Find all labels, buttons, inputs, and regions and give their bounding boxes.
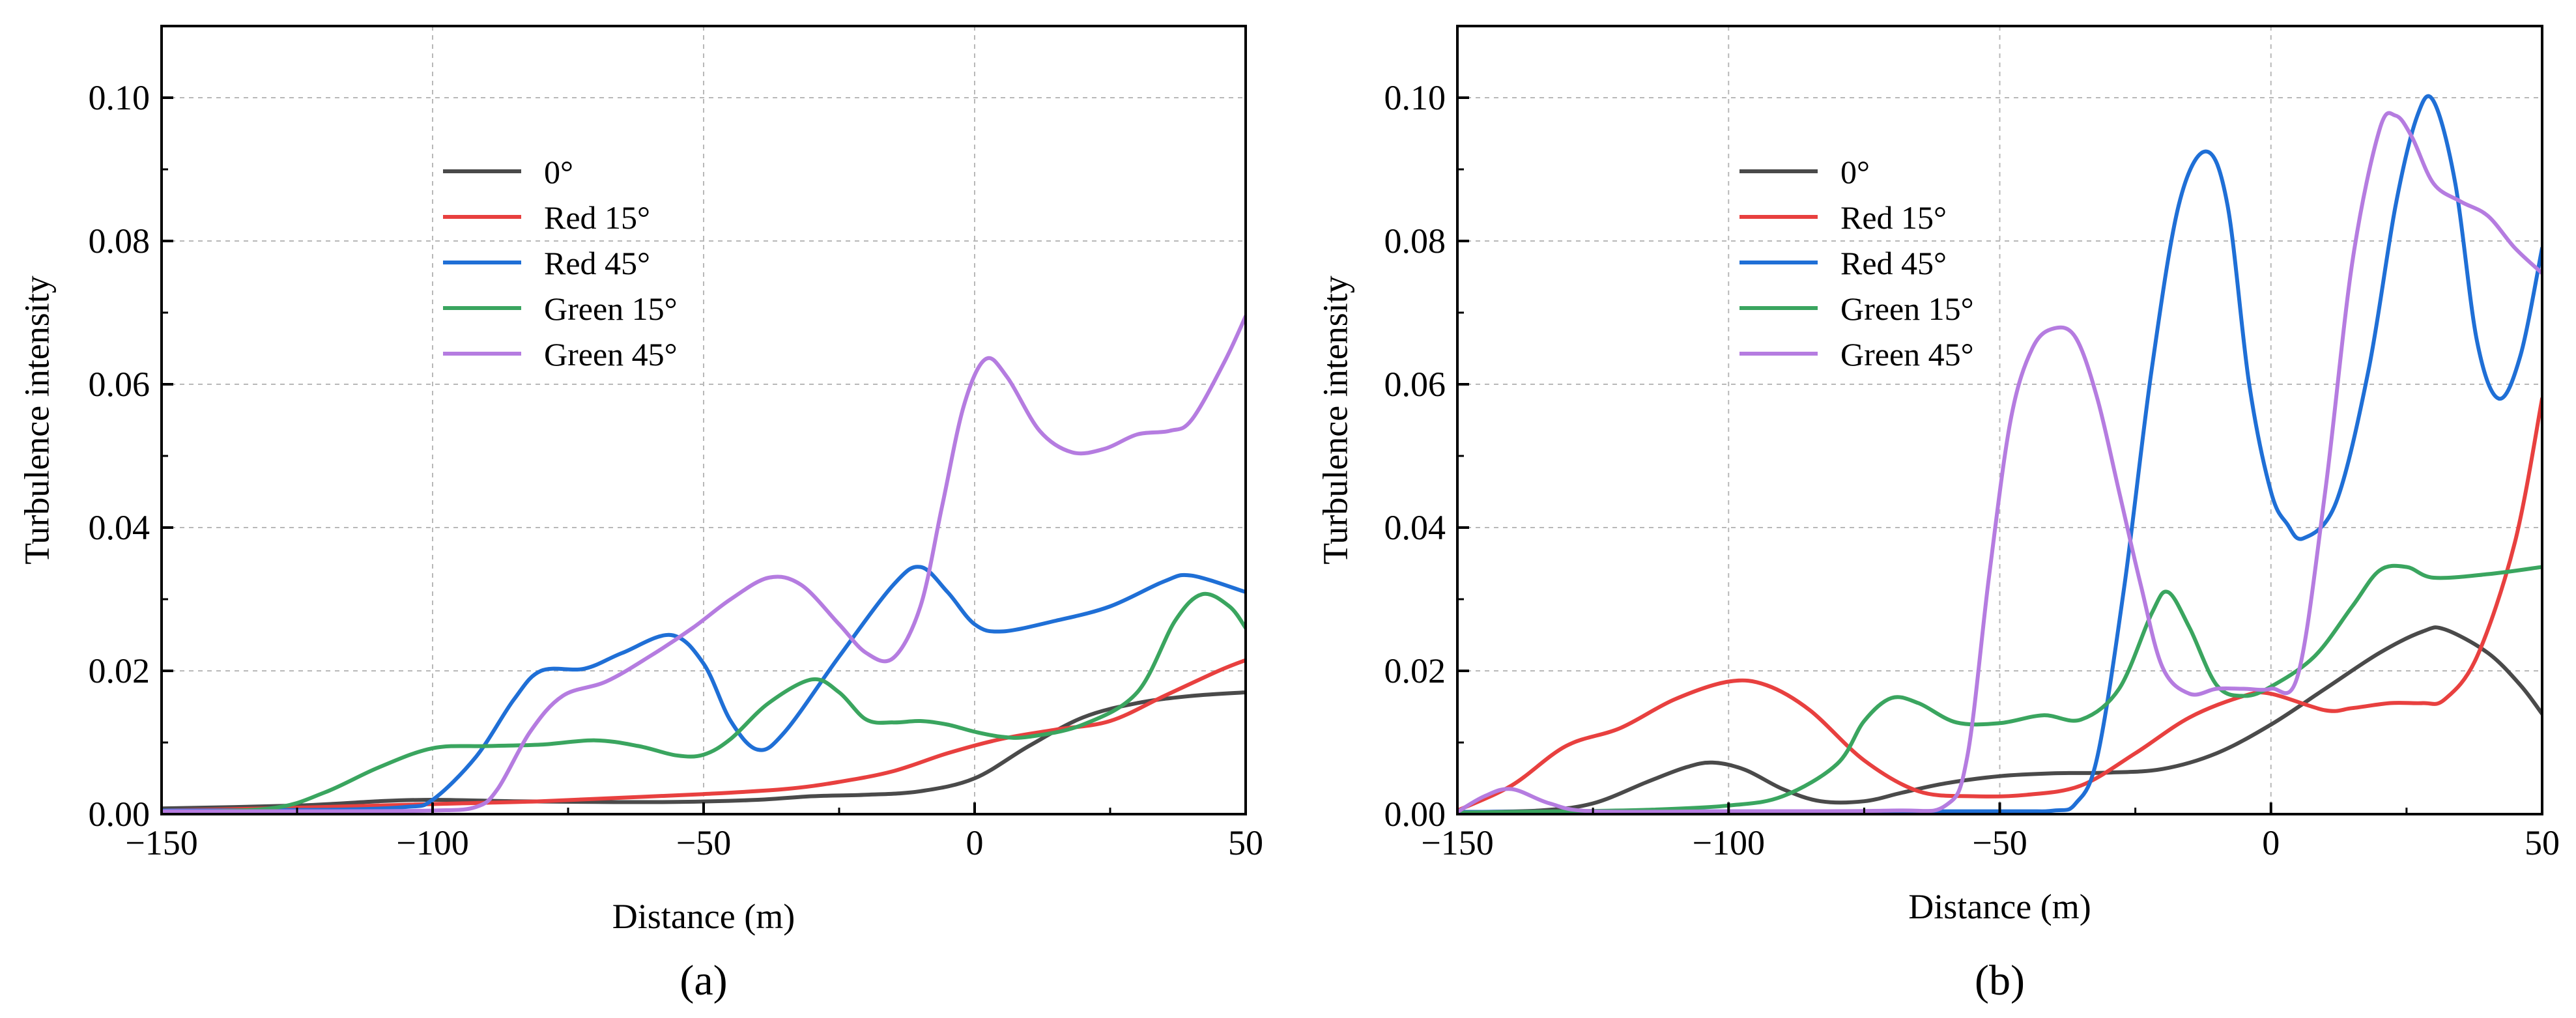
series-line-red45 <box>1457 94 2542 814</box>
series-line-green45 <box>162 314 1246 813</box>
legend-label-deg0: 0° <box>1840 154 1870 190</box>
y-tick-label: 0.00 <box>1384 795 1446 834</box>
legend-label-red45: Red 45° <box>544 245 650 281</box>
x-tick-label: −50 <box>1972 823 2027 862</box>
legend: 0° Red 15° Red 45° Green 15° Green 45° <box>1739 154 1974 373</box>
legend-label-red15: Red 15° <box>544 199 650 236</box>
x-tick-label: −150 <box>125 823 197 862</box>
series-line-deg0 <box>162 690 1246 811</box>
y-axis-label: Turbulence intensity <box>1315 276 1354 564</box>
series-line-deg0 <box>1457 625 2542 814</box>
y-axis-label: Turbulence intensity <box>17 276 56 564</box>
x-tick-label: −50 <box>676 823 731 862</box>
grid-lines <box>162 26 1246 814</box>
y-tick-label: 0.02 <box>1384 651 1446 690</box>
x-axis-label: Distance (m) <box>1908 887 2091 926</box>
series-line-green15 <box>1457 563 2542 814</box>
y-tick-label: 0.04 <box>1384 508 1446 547</box>
series-lines <box>162 314 1246 814</box>
series-line-green45 <box>1457 111 2542 814</box>
x-tick-label: −150 <box>1421 823 1493 862</box>
legend-label-green45: Green 45° <box>544 336 678 373</box>
legend-label-deg0: 0° <box>544 154 573 190</box>
legend-label-green15: Green 15° <box>544 290 678 327</box>
legend-label-red45: Red 45° <box>1840 245 1947 281</box>
panel-a: −150 −100 −50 0 50 0.00 0.02 0.04 0.06 0.08 0.10 D… <box>17 25 1264 1004</box>
y-tick-label: 0.06 <box>89 365 150 404</box>
legend: 0° Red 15° Red 45° Green 15° Green 45° <box>443 154 678 373</box>
x-tick-label: 50 <box>2525 823 2560 862</box>
legend-label-green15: Green 15° <box>1840 290 1974 327</box>
y-tick-label: 0.10 <box>1384 78 1446 117</box>
panel-label: (b) <box>1975 957 2025 1004</box>
series-line-green15 <box>162 591 1246 814</box>
x-axis-label: Distance (m) <box>612 897 795 936</box>
y-tick-label: 0.00 <box>89 795 150 834</box>
grid-lines <box>1457 26 2542 814</box>
panel-label: (a) <box>680 957 727 1004</box>
y-tick-label: 0.02 <box>89 651 150 690</box>
series-line-red15 <box>162 658 1246 813</box>
y-tick-label: 0.04 <box>89 508 150 547</box>
legend-label-red15: Red 15° <box>1840 199 1947 236</box>
y-tick-label: 0.10 <box>89 78 150 117</box>
y-tick-label: 0.06 <box>1384 365 1446 404</box>
x-tick-label: 0 <box>966 823 984 862</box>
y-tick-label: 0.08 <box>89 221 150 261</box>
x-tick-label: −100 <box>396 823 468 862</box>
legend-label-green45: Green 45° <box>1840 336 1974 373</box>
y-tick-label: 0.08 <box>1384 221 1446 261</box>
axis-ticks: −150 −100 −50 0 50 0.00 0.02 0.04 0.06 0.08 0.10 <box>89 78 1264 862</box>
panel-b: −150 −100 −50 0 50 0.00 0.02 0.04 0.06 0.08 0.10 D… <box>1315 25 2560 1004</box>
series-line-red15 <box>1457 397 2542 813</box>
x-tick-label: 50 <box>1228 823 1263 862</box>
series-line-red45 <box>162 565 1246 813</box>
x-tick-label: 0 <box>2262 823 2280 862</box>
axis-ticks: −150 −100 −50 0 50 0.00 0.02 0.04 0.06 0.08 0.10 <box>1384 78 2560 862</box>
x-tick-label: −100 <box>1693 823 1765 862</box>
series-lines <box>1457 94 2542 814</box>
